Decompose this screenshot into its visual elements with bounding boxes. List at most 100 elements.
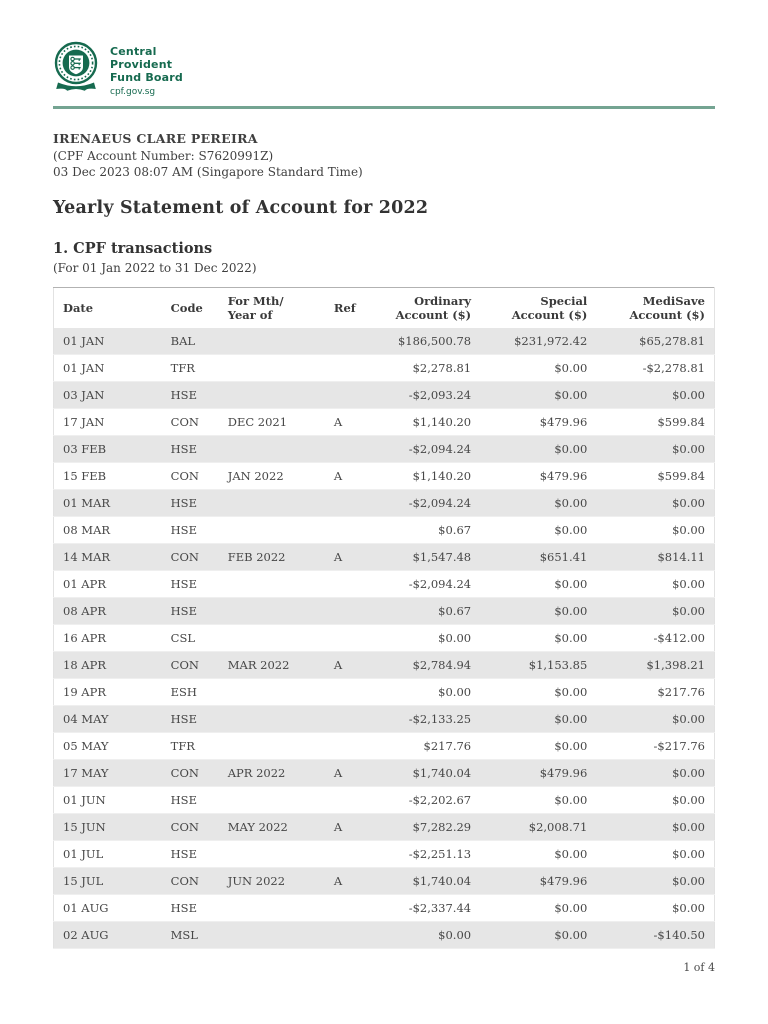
cell-medisave_account: $0.00 [672,603,705,618]
cell-ordinary_account: $0.67 [438,603,472,618]
table-row: 18 APR CON MAR 2022 A $2,784.94 $1,153.85 $1,3… [53,651,715,678]
cell-medisave_account: $0.00 [672,576,705,591]
section-heading: 1. CPF transactions [53,239,213,257]
cell-code: HSE [170,576,197,591]
cell-code: BAL [170,333,196,348]
cell-medisave_account: $0.00 [672,765,705,780]
cell-date: 03 FEB [63,441,107,456]
cell-ordinary_account: -$2,133.25 [408,711,472,726]
cell-ref [325,894,380,921]
cell-ref [325,624,380,651]
cell-date: 01 MAR [63,495,111,510]
cell-special_account: $0.00 [554,684,588,699]
cell-ordinary_account: $217.76 [423,738,472,753]
cell-medisave_account: $0.00 [672,522,705,537]
page-title: Yearly Statement of Account for 2022 [53,197,429,218]
cell-for_mth_year_of: FEB 2022 [227,549,286,564]
cell-for_mth_year_of [219,921,325,948]
cell-special_account: $0.00 [554,711,588,726]
cell-date: 08 MAR [63,522,111,537]
cell-code: TFR [170,360,195,375]
cell-medisave_account: $0.00 [672,441,705,456]
cell-for_mth_year_of [219,489,325,516]
cell-date: 01 JAN [63,360,105,375]
cell-code: HSE [170,495,197,510]
table-row: 01 JUN HSE -$2,202.67 $0.00 $0.00 [53,786,715,813]
cell-ordinary_account: $1,740.04 [412,765,472,780]
cell-date: 01 AUG [63,900,109,915]
cell-date: 03 JAN [63,387,105,402]
cell-ref [325,786,380,813]
cell-special_account: $479.96 [539,414,588,429]
cell-special_account: $0.00 [554,387,588,402]
table-row: 01 JAN TFR $2,278.81 $0.00 -$2,278.81 [53,354,715,381]
cell-ordinary_account: -$2,094.24 [408,576,472,591]
cell-for_mth_year_of [219,678,325,705]
cell-special_account: $651.41 [539,549,588,564]
cell-ordinary_account: -$2,337.44 [408,900,472,915]
cell-ref: A [333,873,343,888]
column-header-for_mth_year_of: For Mth/Year of [218,287,325,328]
cell-for_mth_year_of [219,597,325,624]
cell-special_account: $0.00 [554,576,588,591]
cell-special_account: $479.96 [539,765,588,780]
cell-ordinary_account: -$2,093.24 [408,387,472,402]
cell-ref: A [333,819,343,834]
cell-special_account: $0.00 [554,927,588,942]
cell-medisave_account: -$217.76 [653,738,705,753]
cell-special_account: $0.00 [554,900,588,915]
cell-code: HSE [170,441,197,456]
cell-ref [325,435,380,462]
account-info: IRENAEUS CLARE PEREIRA (CPF Account Numb… [53,131,715,181]
cell-code: HSE [170,900,197,915]
table-row: 03 JAN HSE -$2,093.24 $0.00 $0.00 [53,381,715,408]
cell-code: HSE [170,792,197,807]
cell-ordinary_account: $2,784.94 [412,657,472,672]
cell-ref [325,489,380,516]
table-row: 15 FEB CON JAN 2022 A $1,140.20 $479.96 $599.8… [53,462,715,489]
cell-ordinary_account: $0.00 [438,684,472,699]
cell-ref [325,840,380,867]
cell-code: CON [170,414,199,429]
cell-medisave_account: $0.00 [672,819,705,834]
table-row: 15 JUN CON MAY 2022 A $7,282.29 $2,008.71 $0.0… [53,813,715,840]
cell-medisave_account: $0.00 [672,873,705,888]
column-header-date: Date [53,287,162,328]
cell-date: 17 MAY [63,765,109,780]
cell-ordinary_account: $2,278.81 [412,360,472,375]
table-header: Date Code For Mth/Year of Ref Ordinary Accoun… [53,287,715,328]
cell-date: 02 AUG [63,927,109,942]
cell-code: TFR [170,738,195,753]
cpf-seal-icon [53,40,99,96]
table-row: 01 MAR HSE -$2,094.24 $0.00 $0.00 [53,489,715,516]
cell-special_account: $231,972.42 [514,333,588,348]
cell-for_mth_year_of [219,570,325,597]
cell-medisave_account: $599.84 [657,468,705,483]
cell-date: 01 JUL [63,846,104,861]
table-row: 17 JAN CON DEC 2021 A $1,140.20 $479.96 $599.8… [53,408,715,435]
cell-for_mth_year_of: MAR 2022 [227,657,290,672]
cell-special_account: $0.00 [554,846,588,861]
cell-for_mth_year_of: JUN 2022 [227,873,286,888]
cell-for_mth_year_of: MAY 2022 [227,819,288,834]
cell-special_account: $479.96 [539,873,588,888]
cpf-transactions-table: Date Code For Mth/Year of Ref Ordinary Accoun… [53,286,715,949]
cell-ref [325,516,380,543]
cell-ordinary_account: -$2,202.67 [408,792,472,807]
cell-code: CON [170,657,199,672]
column-header-special_account: Special Account ($) [480,287,597,328]
cell-for_mth_year_of [219,732,325,759]
cell-code: HSE [170,522,197,537]
account-number-line: (CPF Account Number: S7620991Z) [53,148,274,163]
cell-ref [325,597,380,624]
cell-ref [325,705,380,732]
table-row: 16 APR CSL $0.00 $0.00 -$412.00 [53,624,715,651]
cell-for_mth_year_of [219,381,325,408]
cell-for_mth_year_of [219,435,325,462]
cell-ordinary_account: $1,140.20 [412,414,472,429]
statement-datetime-line: 03 Dec 2023 08:07 AM (Singapore Standard… [53,165,363,179]
cell-ref [325,570,380,597]
cell-special_account: $0.00 [554,738,588,753]
cell-special_account: $0.00 [554,603,588,618]
cell-code: HSE [170,603,197,618]
